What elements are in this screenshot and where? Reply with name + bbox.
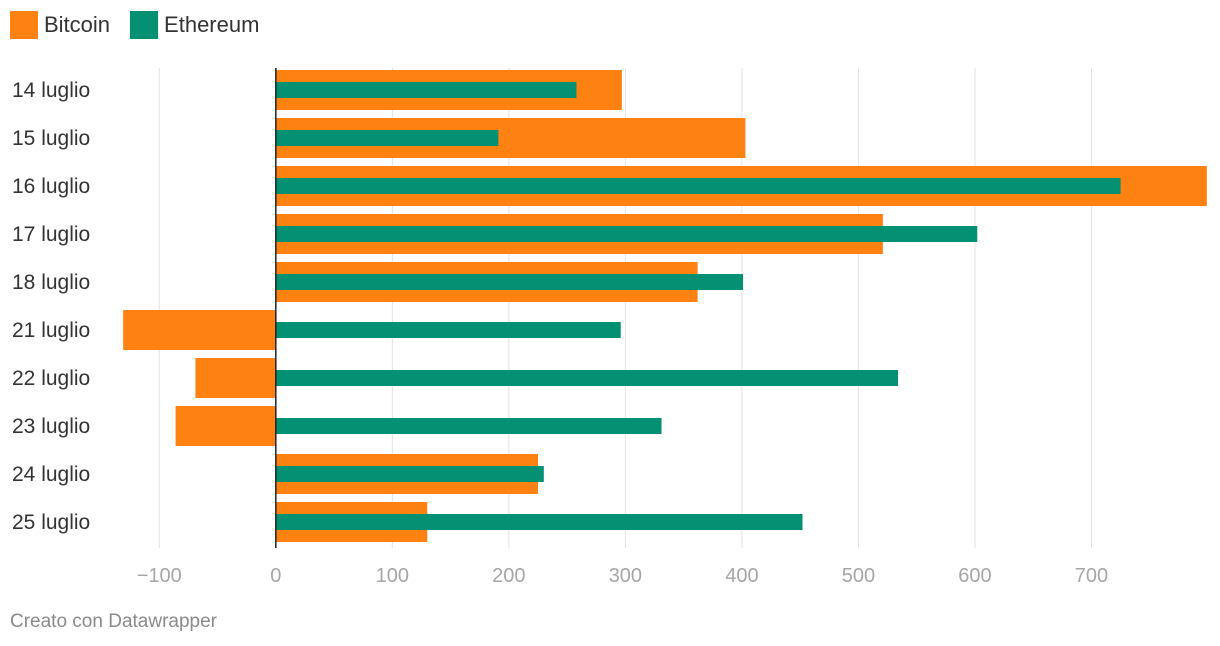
category-label: 22 luglio xyxy=(12,367,90,390)
bar-ethereum xyxy=(275,82,577,98)
x-tick-label: 0 xyxy=(270,565,281,587)
bar-bitcoin xyxy=(195,358,276,398)
bar-ethereum xyxy=(275,418,662,434)
bar-ethereum xyxy=(275,178,1121,194)
x-tick-label: 500 xyxy=(842,565,875,587)
bar-ethereum xyxy=(275,370,899,386)
category-label: 21 luglio xyxy=(12,319,90,342)
legend-item-ethereum: Ethereum xyxy=(130,11,259,39)
legend-swatch-bitcoin xyxy=(10,11,38,39)
bar-ethereum xyxy=(275,322,621,338)
x-tick-label: 300 xyxy=(609,565,642,587)
legend: Bitcoin Ethereum xyxy=(10,10,279,40)
category-label: 17 luglio xyxy=(12,223,90,246)
bar-ethereum xyxy=(275,226,978,242)
bar-ethereum xyxy=(275,514,803,530)
x-tick-label: 600 xyxy=(958,565,991,587)
bar-ethereum xyxy=(275,130,499,146)
legend-label-ethereum: Ethereum xyxy=(164,12,260,37)
category-label: 15 luglio xyxy=(12,127,90,150)
category-label: 24 luglio xyxy=(12,463,90,486)
x-tick-label: 700 xyxy=(1075,565,1108,587)
bar-ethereum xyxy=(275,274,744,290)
bar-bitcoin xyxy=(175,406,276,446)
x-tick-label: −100 xyxy=(137,565,182,587)
legend-item-bitcoin: Bitcoin xyxy=(10,11,110,39)
legend-label-bitcoin: Bitcoin xyxy=(44,12,111,37)
category-label: 23 luglio xyxy=(12,415,90,438)
bar-ethereum xyxy=(275,466,544,482)
category-label: 16 luglio xyxy=(12,175,90,198)
x-tick-label: 400 xyxy=(725,565,758,587)
x-tick-label: 200 xyxy=(492,565,525,587)
bar-bitcoin xyxy=(123,310,276,350)
category-label: 14 luglio xyxy=(12,79,90,102)
x-tick-label: 100 xyxy=(376,565,409,587)
legend-swatch-ethereum xyxy=(130,11,159,39)
footer-credit: Creato con Datawrapper xyxy=(10,611,217,632)
category-label: 25 luglio xyxy=(12,511,90,534)
category-label: 18 luglio xyxy=(12,271,90,294)
bar-chart: 14 luglio 15 luglio 16 luglio 17 luglio 18 l… xyxy=(12,68,1207,587)
